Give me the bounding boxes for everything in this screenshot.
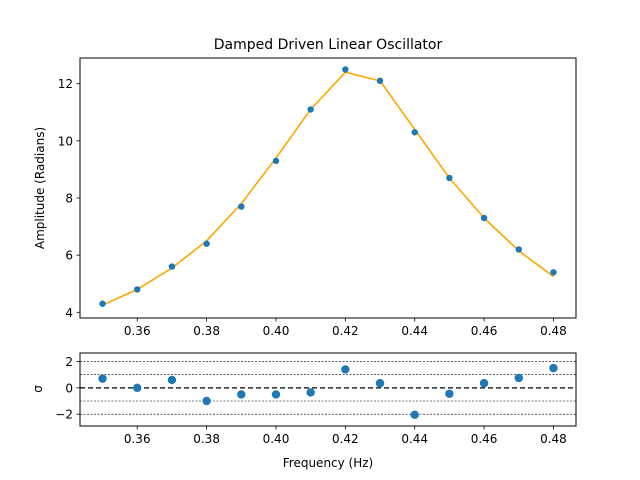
x-tick-label: 0.44: [401, 432, 428, 446]
frequency-x-axis-label: Frequency (Hz): [283, 456, 374, 470]
amplitude-data-point: [99, 300, 106, 307]
x-tick-label: 0.42: [332, 432, 359, 446]
residual-y-axis-label: σ: [31, 385, 45, 393]
amplitude-data-point: [203, 240, 210, 247]
y-tick-label: 4: [65, 306, 73, 320]
amplitude-panel: Damped Driven Linear Oscillator 0.36 0.38…: [33, 37, 577, 338]
residual-data-point: [237, 390, 246, 399]
x-tick-label: 0.40: [263, 432, 290, 446]
residual-axes-frame: [79, 352, 577, 427]
amplitude-axes-frame: [79, 57, 577, 319]
residual-data-point: [375, 379, 385, 388]
amplitude-points: [99, 66, 557, 307]
y-tick-label: 8: [65, 192, 73, 206]
amplitude-data-point: [376, 77, 384, 85]
residual-data-point: [341, 365, 350, 374]
residual-x-ticks: 0.36 0.38 0.40 0.42 0.44 0.46 0.48: [124, 426, 567, 446]
x-tick-label: 0.40: [263, 324, 290, 338]
x-tick-label: 0.44: [401, 324, 428, 338]
x-tick-label: 0.42: [332, 324, 359, 338]
amplitude-data-point: [550, 269, 557, 276]
residual-y-ticks: −2 0 2: [55, 355, 80, 422]
amplitude-data-point: [411, 129, 418, 136]
amplitude-data-point: [342, 66, 349, 73]
y-tick-label: 6: [65, 249, 73, 263]
x-tick-label: 0.38: [193, 324, 220, 338]
amplitude-data-point: [515, 246, 522, 253]
amplitude-data-point: [307, 106, 314, 113]
amplitude-y-axis-label: Amplitude (Radians): [33, 127, 47, 249]
x-tick-label: 0.46: [471, 432, 498, 446]
amplitude-x-ticks: 0.36 0.38 0.40 0.42 0.44 0.46 0.48: [124, 318, 567, 338]
residual-data-point: [133, 383, 142, 393]
y-tick-label: 0: [65, 381, 73, 395]
amplitude-data-point: [238, 203, 245, 210]
y-tick-label: 10: [58, 134, 73, 148]
y-tick-label: 2: [65, 355, 73, 369]
chart-title: Damped Driven Linear Oscillator: [214, 37, 443, 53]
residual-data-point: [410, 410, 419, 420]
fit-line: [102, 71, 554, 306]
amplitude-data-point: [446, 174, 453, 182]
residual-data-point: [514, 373, 523, 383]
residual-data-point: [98, 374, 107, 383]
amplitude-data-point: [272, 157, 280, 165]
residual-points: [98, 363, 558, 420]
residual-data-point: [479, 379, 489, 388]
amplitude-data-point: [168, 263, 176, 270]
amplitude-y-ticks: 4 6 8 10 12: [58, 77, 80, 320]
x-tick-label: 0.46: [471, 324, 498, 338]
x-tick-label: 0.48: [540, 324, 567, 338]
y-tick-label: 12: [58, 77, 73, 91]
amplitude-data-point: [480, 214, 488, 222]
residual-data-point: [271, 390, 281, 399]
residual-reference-lines: [80, 361, 576, 415]
residual-data-point: [306, 388, 315, 397]
y-tick-label: −2: [55, 408, 73, 422]
fit-line-layer: [102, 71, 554, 306]
residual-data-point: [202, 396, 211, 406]
amplitude-data-point: [134, 286, 141, 293]
x-tick-label: 0.48: [540, 432, 567, 446]
residual-panel: 0.36 0.38 0.40 0.42 0.44 0.46 0.48 −2 0 2 σ Freq…: [31, 352, 577, 470]
x-tick-label: 0.38: [193, 432, 220, 446]
x-tick-label: 0.36: [124, 324, 151, 338]
x-tick-label: 0.36: [124, 432, 151, 446]
residual-data-point: [445, 389, 454, 398]
residual-data-point: [167, 375, 177, 385]
residual-data-point: [549, 363, 558, 373]
